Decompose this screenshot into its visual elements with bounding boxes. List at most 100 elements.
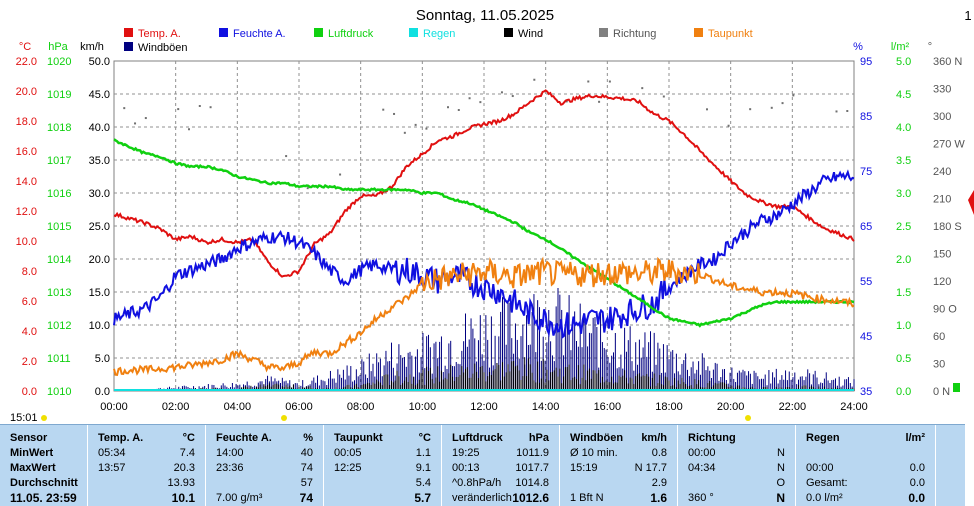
tick-pressure_hpa: 1017 bbox=[47, 155, 71, 167]
tick-pressure_hpa: 1012 bbox=[47, 320, 71, 332]
stats-table: Sensor MinWert MaxWert Durchschnitt 11.05. 2… bbox=[0, 424, 965, 506]
legend-swatch bbox=[694, 28, 703, 37]
page-number: 1 bbox=[964, 8, 971, 23]
tick-pressure_hpa: 1019 bbox=[47, 89, 71, 101]
table-column: Feuchte A.% 14:00 40 23:36 74 57 7.00 g/m³ 74 bbox=[206, 425, 324, 506]
tick-wind_kmh: 20.0 bbox=[89, 254, 110, 266]
tick-temp_c: 4.0 bbox=[22, 326, 37, 338]
column-title: Taupunkt bbox=[334, 432, 383, 444]
tick-temp_c: 14.0 bbox=[16, 176, 37, 188]
table-row: Gesamt: 0.0 bbox=[800, 476, 931, 491]
table-row bbox=[800, 446, 931, 461]
tick-rain_lm2: 0.5 bbox=[896, 353, 911, 365]
tick-rain_lm2: 2.5 bbox=[896, 221, 911, 233]
cell-label: ^0.8hPa/h bbox=[452, 477, 502, 489]
axis-unit-direction_deg: ° bbox=[928, 41, 932, 53]
cell-value: 5.4 bbox=[415, 477, 431, 489]
table-row: 0.0 l/m² 0.0 bbox=[800, 491, 931, 506]
time-label: 15:01 bbox=[10, 412, 38, 424]
legend-swatch bbox=[124, 42, 133, 51]
tick-rain_lm2: 1.5 bbox=[896, 287, 911, 299]
table-row: MaxWert bbox=[4, 461, 83, 476]
tick-temp_c: 6.0 bbox=[22, 296, 37, 308]
cell-label: 11.05. 23:59 bbox=[10, 491, 77, 505]
cell-label: 00:13 bbox=[452, 462, 480, 474]
tick-humidity_pct: 45 bbox=[860, 331, 872, 343]
table-row: 15:19 N 17.7 bbox=[564, 461, 673, 476]
cell-label: 7.00 g/m³ bbox=[216, 492, 263, 504]
tick-rain_lm2: 3.0 bbox=[896, 188, 911, 200]
cell-label: MaxWert bbox=[10, 462, 56, 474]
legend-label: Temp. A. bbox=[138, 28, 181, 40]
tick-temp_c: 2.0 bbox=[22, 356, 37, 368]
tick-wind_kmh: 15.0 bbox=[89, 287, 110, 299]
tick-pressure_hpa: 1011 bbox=[47, 353, 71, 365]
direction-marks bbox=[123, 78, 849, 190]
legend-label: Taupunkt bbox=[708, 28, 753, 40]
series-lines bbox=[113, 89, 855, 391]
x-tick-label: 12:00 bbox=[470, 401, 498, 413]
cell-value: 40 bbox=[300, 447, 313, 459]
axis-unit-humidity_pct: % bbox=[853, 41, 863, 53]
table-row: 12:25 9.1 bbox=[328, 461, 437, 476]
table-row: 05:34 7.4 bbox=[92, 446, 201, 461]
sun-marker bbox=[745, 415, 751, 421]
x-tick-label: 14:00 bbox=[532, 401, 560, 413]
table-row: 5.7 bbox=[328, 491, 437, 506]
tick-humidity_pct: 65 bbox=[860, 221, 872, 233]
table-row: 5.4 bbox=[328, 476, 437, 491]
table-row: 7.00 g/m³ 74 bbox=[210, 491, 319, 506]
x-tick-labels: 00:00 02:00 04:00 06:00 08:00 10:00 12:00 14:00… bbox=[100, 401, 868, 413]
table-row: 360 ° N bbox=[682, 491, 791, 506]
tick-temp_c: 16.0 bbox=[16, 146, 37, 158]
tick-pressure_hpa: 1013 bbox=[47, 287, 71, 299]
table-row: 13:57 20.3 bbox=[92, 461, 201, 476]
tick-direction_deg: 180 S bbox=[933, 221, 962, 233]
series-line-temp-a- bbox=[113, 89, 855, 278]
column-unit: % bbox=[303, 432, 313, 444]
cell-value: N bbox=[777, 447, 785, 459]
cell-label: Gesamt: bbox=[806, 477, 848, 489]
tick-direction_deg: 120 bbox=[933, 276, 951, 288]
tick-wind_kmh: 25.0 bbox=[89, 221, 110, 233]
table-column: Temp. A. °C 05:34 7.4 13:57 20.3 13.93 10.1 bbox=[88, 425, 206, 506]
table-row: Ø 10 min. 0.8 bbox=[564, 446, 673, 461]
tick-temp_c: 8.0 bbox=[22, 266, 37, 278]
tick-temp_c: 22.0 bbox=[16, 56, 37, 68]
table-row: 04:34 N bbox=[682, 461, 791, 476]
cell-label: 00:00 bbox=[806, 462, 834, 474]
cell-value: 1011.9 bbox=[516, 447, 549, 459]
tick-temp_c: 10.0 bbox=[16, 236, 37, 248]
column-title: Sensor bbox=[10, 432, 48, 444]
cell-label: 15:19 bbox=[570, 462, 598, 474]
legend-label: Wind bbox=[518, 28, 543, 40]
legend-swatch bbox=[314, 28, 323, 37]
axis-unit-temp_c: °C bbox=[19, 41, 31, 53]
table-row: 00:00 N bbox=[682, 446, 791, 461]
tick-temp_c: 0.0 bbox=[22, 386, 37, 398]
series-line-taupunkt bbox=[113, 256, 855, 377]
legend-swatch bbox=[504, 28, 513, 37]
tick-wind_kmh: 30.0 bbox=[89, 188, 110, 200]
tick-direction_deg: 150 bbox=[933, 249, 951, 261]
table-row: veränderlich 1012.6 bbox=[446, 491, 555, 506]
column-title: Richtung bbox=[688, 432, 736, 444]
legend-swatch bbox=[124, 28, 133, 37]
column-unit: l/m² bbox=[905, 432, 925, 444]
tick-humidity_pct: 35 bbox=[860, 386, 872, 398]
tick-pressure_hpa: 1020 bbox=[47, 56, 71, 68]
x-tick-label: 10:00 bbox=[409, 401, 437, 413]
table-row: Durchschnitt bbox=[4, 476, 83, 491]
cell-label: MinWert bbox=[10, 447, 54, 459]
axis-unit-labels: °C hPa km/h% l/m² ° bbox=[19, 41, 932, 53]
legend-swatch bbox=[599, 28, 608, 37]
column-unit: km/h bbox=[641, 432, 667, 444]
cell-value: 74 bbox=[299, 491, 313, 505]
tick-direction_deg: 0 N bbox=[933, 386, 950, 398]
tick-rain_lm2: 5.0 bbox=[896, 56, 911, 68]
cell-label: veränderlich bbox=[452, 492, 512, 504]
cell-label: 04:34 bbox=[688, 462, 716, 474]
table-row: 00:05 1.1 bbox=[328, 446, 437, 461]
tick-wind_kmh: 50.0 bbox=[89, 56, 110, 68]
tick-humidity_pct: 55 bbox=[860, 276, 872, 288]
